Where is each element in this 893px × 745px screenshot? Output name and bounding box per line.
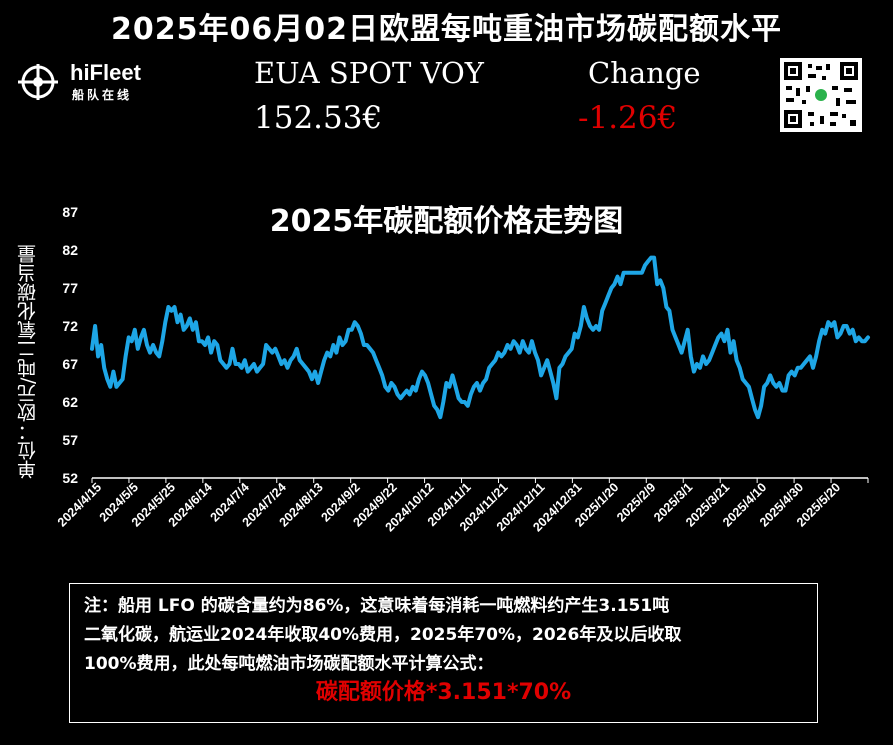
note-box: 注：船用 LFO 的碳含量约为86%，这意味着每消耗一吨燃料约产生3.151吨 … [69,583,818,723]
y-tick-label: 52 [62,470,78,486]
eua-value: 152.53€ [254,100,383,136]
note-formula: 碳配额价格*3.151*70% [315,680,572,705]
y-tick-label: 87 [62,204,78,220]
change-label: Change [588,56,701,90]
page-title: 2025年06月02日欧盟每吨重油市场碳配额水平 [111,12,782,47]
x-tick-label: 2025/2/9 [614,480,658,524]
y-tick-label: 72 [62,318,78,334]
y-tick-label: 77 [62,280,78,296]
y-tick-label: 57 [62,432,78,448]
y-tick-label: 67 [62,356,78,372]
logo-text: hiFleet [70,60,141,85]
qr-code-image [780,58,862,132]
y-tick-label: 82 [62,242,78,258]
x-axis-ticks: 2024/4/152024/5/52024/5/252024/6/142024/… [55,478,869,534]
hifleet-logo: hiFleet 船队在线 [16,58,176,106]
ship-wheel-icon [18,64,58,100]
y-tick-label: 62 [62,394,78,410]
eua-label: EUA SPOT VOY [254,56,484,90]
chart-title: 2025年碳配额价格走势图 [269,204,624,239]
note-line-2: 二氧化碳，航运业2024年收取40%费用，2025年70%，2026年及以后收取 [84,625,682,645]
x-tick-label: 2024/4/15 [55,480,104,529]
note-line-1: 注：船用 LFO 的碳含量约为86%，这意味着每消耗一吨燃料约产生3.151吨 [84,596,670,616]
series-line [90,255,870,420]
note-line-3: 100%费用，此处每吨燃油市场碳配额水平计算公式： [84,654,494,674]
logo-subtitle: 船队在线 [72,88,133,102]
change-value: -1.26€ [578,100,678,136]
y-axis-ticks: 52 57 62 67 72 77 82 87 [62,204,78,486]
price-line-chart: 52 57 62 67 72 77 82 87 2024/4/152024/5/52024/5… [55,204,870,534]
